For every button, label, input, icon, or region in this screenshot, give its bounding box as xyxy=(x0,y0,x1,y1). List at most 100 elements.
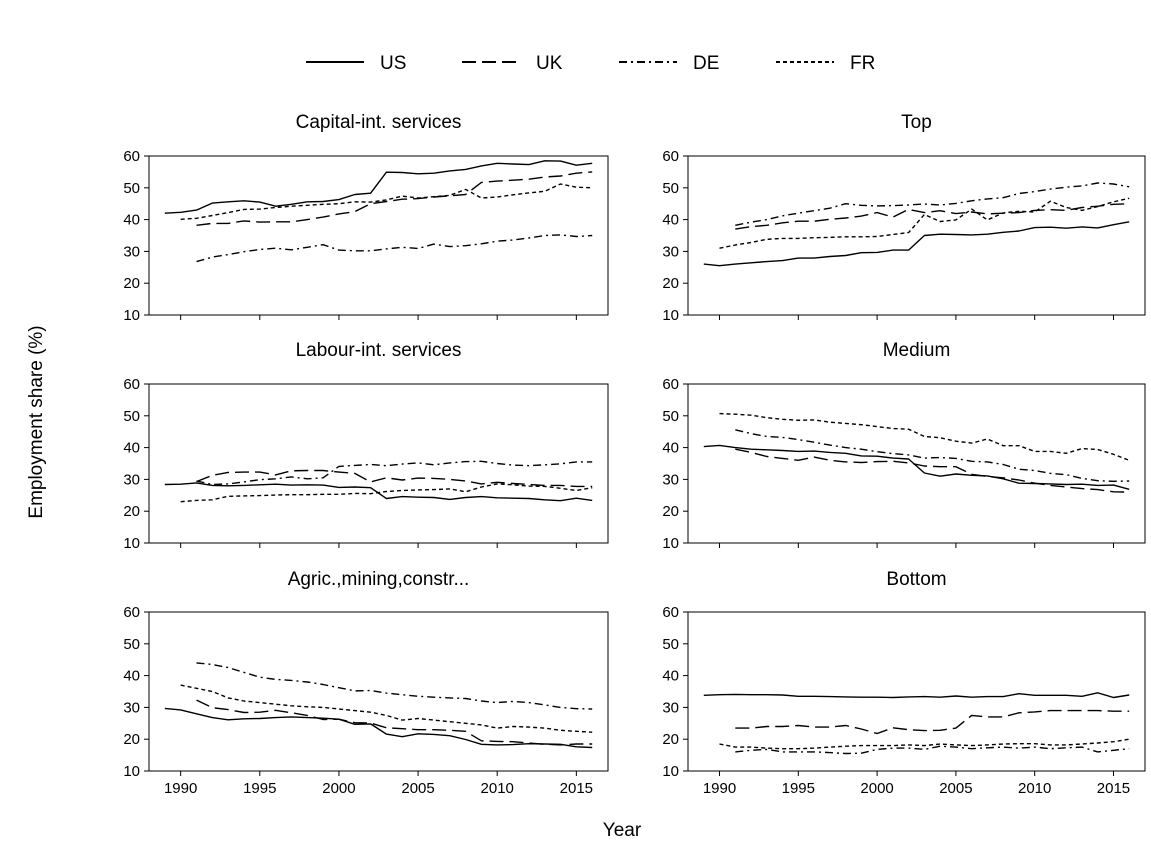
panel-capital-int-services: Capital-int. services 10 20 30 40 50 60 xyxy=(123,112,609,324)
y-tick-label: 20 xyxy=(662,731,679,748)
legend-item-uk: UK xyxy=(462,53,563,74)
y-tick-label: 40 xyxy=(123,212,140,229)
legend: US UK DE FR xyxy=(306,53,875,74)
y-tick-label: 20 xyxy=(123,275,140,292)
y-tick-label: 60 xyxy=(662,604,679,621)
y-tick-label: 60 xyxy=(123,604,140,621)
y-tick-label: 40 xyxy=(123,668,140,685)
panel-title: Top xyxy=(901,112,932,133)
x-axis-label: Year xyxy=(603,820,642,841)
y-tick-label: 20 xyxy=(123,731,140,748)
series-line-us xyxy=(164,707,593,749)
y-tick-label: 30 xyxy=(662,243,679,260)
y-tick-label: 50 xyxy=(662,636,679,653)
panel-labour-int-services: Labour-int. services 10 20 30 40 50 60 xyxy=(123,340,609,552)
x-tick-label: 2000 xyxy=(860,780,893,797)
legend-label: UK xyxy=(536,53,563,74)
panels: Capital-int. services 10 20 30 40 50 60 Top 10 20… xyxy=(123,112,1146,797)
series-line-uk xyxy=(196,469,593,488)
x-tick-label: 1995 xyxy=(782,780,815,797)
legend-label: FR xyxy=(850,53,875,74)
y-tick-label: 50 xyxy=(662,180,679,197)
y-tick-label: 20 xyxy=(123,503,140,520)
panel-medium: Medium 10 20 30 40 50 60 xyxy=(662,340,1146,552)
y-tick-label: 50 xyxy=(123,180,140,197)
y-tick-label: 60 xyxy=(123,376,140,393)
plot-frame xyxy=(148,611,609,772)
legend-item-de: DE xyxy=(619,53,719,74)
y-tick-label: 40 xyxy=(123,440,140,457)
y-tick-label: 10 xyxy=(123,535,140,552)
series-line-de xyxy=(196,460,593,486)
series-line-fr xyxy=(180,483,593,503)
x-tick-label: 2005 xyxy=(939,780,972,797)
x-tick-label: 2015 xyxy=(560,780,593,797)
y-tick-label: 10 xyxy=(123,763,140,780)
panel-agric-mining-constr: Agric.,mining,constr... 10 20 30 40 50 60 1990 1… xyxy=(123,569,609,797)
x-tick-label: 2000 xyxy=(322,780,355,797)
y-tick-label: 10 xyxy=(662,307,679,324)
series-line-de xyxy=(735,182,1130,226)
legend-label: DE xyxy=(693,53,719,74)
series-line-de xyxy=(735,745,1130,755)
y-tick-label: 10 xyxy=(123,307,140,324)
series-line-de xyxy=(735,429,1130,482)
plot-frame xyxy=(687,155,1146,316)
x-tick-label: 2005 xyxy=(401,780,434,797)
legend-label: US xyxy=(380,53,406,74)
series-line-uk xyxy=(735,709,1130,735)
panel-top: Top 10 20 30 40 50 60 xyxy=(662,112,1146,324)
panel-bottom: Bottom 10 20 30 40 50 60 1990 1995 2000 2005 2010 20… xyxy=(662,569,1146,797)
y-tick-label: 10 xyxy=(662,763,679,780)
y-tick-label: 10 xyxy=(662,535,679,552)
plot-frame xyxy=(687,383,1146,544)
legend-item-fr: FR xyxy=(776,53,875,74)
series-line-us xyxy=(703,692,1130,699)
series-line-us xyxy=(164,160,593,214)
x-tick-label: 2015 xyxy=(1097,780,1130,797)
series-line-us xyxy=(703,444,1130,490)
y-tick-label: 40 xyxy=(662,440,679,457)
plot-frame xyxy=(148,155,609,316)
legend-item-us: US xyxy=(306,53,406,74)
series-line-fr xyxy=(719,738,1130,750)
y-tick-label: 30 xyxy=(662,699,679,716)
series-line-uk xyxy=(196,171,593,226)
y-tick-label: 60 xyxy=(662,148,679,165)
y-tick-label: 50 xyxy=(123,408,140,425)
y-tick-label: 20 xyxy=(662,503,679,520)
y-tick-label: 50 xyxy=(662,408,679,425)
y-tick-label: 50 xyxy=(123,636,140,653)
series-line-uk xyxy=(196,699,593,746)
panel-title: Agric.,mining,constr... xyxy=(288,569,470,590)
series-line-de xyxy=(196,662,593,710)
panel-title: Labour-int. services xyxy=(296,340,462,361)
series-line-fr xyxy=(719,197,1130,249)
x-tick-label: 2010 xyxy=(1018,780,1051,797)
series-line-de xyxy=(196,234,593,263)
series-line-us xyxy=(703,221,1130,267)
y-tick-label: 40 xyxy=(662,212,679,229)
x-tick-label: 2010 xyxy=(481,780,514,797)
y-tick-label: 30 xyxy=(123,471,140,488)
x-tick-label: 1995 xyxy=(243,780,276,797)
x-tick-label: 1990 xyxy=(164,780,197,797)
y-tick-label: 30 xyxy=(123,699,140,716)
y-tick-label: 60 xyxy=(662,376,679,393)
series-line-fr xyxy=(180,684,593,733)
plot-frame xyxy=(148,383,609,544)
series-line-uk xyxy=(735,203,1130,230)
plot-frame xyxy=(687,611,1146,772)
y-tick-label: 30 xyxy=(123,243,140,260)
series-line-uk xyxy=(735,448,1130,493)
panel-title: Capital-int. services xyxy=(296,112,462,133)
y-tick-label: 30 xyxy=(662,471,679,488)
panel-title: Bottom xyxy=(886,569,946,590)
y-tick-label: 20 xyxy=(662,275,679,292)
y-tick-label: 40 xyxy=(662,668,679,685)
x-tick-label: 1990 xyxy=(703,780,736,797)
y-tick-label: 60 xyxy=(123,148,140,165)
panel-title: Medium xyxy=(883,340,951,361)
